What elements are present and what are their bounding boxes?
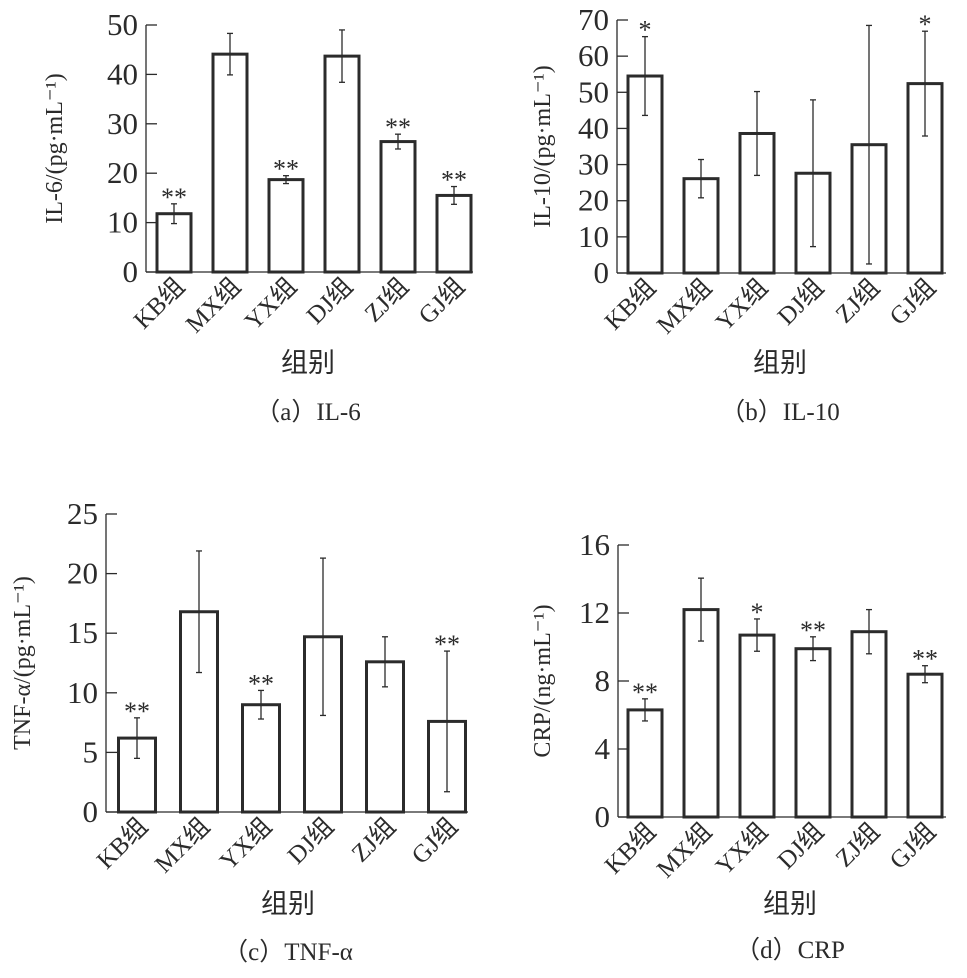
bar-3	[794, 647, 832, 819]
x-tick-label: MX组	[651, 817, 717, 883]
chart-caption: （b）IL-10	[720, 398, 839, 426]
y-tick-label: 4	[595, 731, 611, 766]
y-tick-label: 0	[595, 799, 611, 834]
x-axis-label: 组别	[763, 889, 817, 919]
x-tick-label: GJ组	[406, 812, 463, 869]
x-tick-label: YX组	[214, 812, 277, 875]
x-axis-label: 组别	[261, 889, 315, 919]
y-tick-label: 50	[578, 74, 609, 109]
y-tick-label: 70	[578, 2, 609, 37]
significance-mark: **	[434, 630, 460, 659]
bar-2	[267, 178, 305, 274]
x-tick-label: DJ组	[772, 817, 829, 874]
x-tick-label: MX组	[180, 272, 246, 338]
y-tick-label: 16	[579, 527, 610, 562]
x-tick-label: YX组	[710, 273, 773, 336]
x-tick-label: DJ组	[282, 812, 339, 869]
y-tick-label: 8	[595, 663, 611, 698]
y-tick-label: 0	[83, 794, 99, 829]
y-tick-label: 40	[107, 56, 138, 91]
y-tick-label: 30	[578, 147, 609, 182]
y-tick-label: 0	[123, 254, 139, 289]
bar-0	[626, 708, 664, 819]
y-tick-label: 10	[578, 219, 609, 254]
significance-mark: **	[273, 155, 299, 184]
significance-mark: **	[441, 166, 467, 195]
y-axis-label: TNF-α/(pg·mL⁻¹)	[10, 576, 36, 750]
y-tick-label: 40	[578, 110, 609, 145]
significance-mark: **	[248, 669, 274, 698]
chart-caption: （c）TNF-α	[223, 938, 353, 966]
significance-mark: **	[632, 678, 658, 707]
chart-caption: （a）IL-6	[255, 398, 361, 426]
y-tick-label: 60	[578, 38, 609, 73]
bar-1	[211, 52, 249, 274]
y-tick-label: 10	[67, 675, 98, 710]
bar-2	[738, 633, 776, 819]
x-tick-label: ZJ组	[830, 273, 885, 328]
x-tick-label: DJ组	[301, 272, 358, 329]
y-tick-label: 0	[594, 255, 610, 290]
y-tick-label: 25	[67, 496, 98, 531]
significance-mark: **	[800, 616, 826, 645]
significance-mark: *	[751, 598, 764, 627]
y-tick-label: 20	[107, 155, 138, 190]
bar-2	[241, 703, 281, 814]
bar-4	[379, 140, 417, 274]
significance-mark: **	[912, 645, 938, 674]
significance-mark: **	[385, 113, 411, 142]
x-tick-label: ZJ组	[830, 817, 885, 872]
x-tick-label: MX组	[651, 273, 717, 339]
bar-1	[682, 608, 720, 819]
significance-mark: **	[124, 697, 150, 726]
y-tick-label: 10	[107, 205, 138, 240]
bar-4	[850, 630, 888, 819]
y-axis-label: IL-10/(pg·mL⁻¹)	[530, 65, 556, 227]
x-tick-label: MX组	[149, 812, 215, 878]
x-tick-label: DJ组	[772, 273, 829, 330]
y-tick-label: 20	[67, 556, 98, 591]
x-tick-label: YX组	[710, 817, 773, 880]
y-tick-label: 12	[579, 595, 610, 630]
significance-mark: *	[639, 16, 652, 45]
x-axis-label: 组别	[281, 348, 335, 378]
chart-caption: （d）CRP	[735, 936, 845, 964]
y-tick-label: 30	[107, 106, 138, 141]
y-axis-label: IL-6/(pg·mL⁻¹)	[42, 73, 68, 223]
x-tick-label: ZJ组	[346, 812, 401, 867]
bar-5	[906, 672, 944, 819]
significance-mark: **	[161, 183, 187, 212]
y-tick-label: 20	[578, 183, 609, 218]
significance-mark: *	[919, 10, 932, 39]
y-tick-label: 15	[67, 615, 98, 650]
bar-3	[323, 54, 361, 274]
bar-5	[435, 193, 473, 274]
x-tick-label: GJ组	[413, 272, 470, 329]
x-tick-label: YX组	[239, 272, 302, 335]
y-axis-label: CRP/(ng·mL⁻¹)	[530, 604, 556, 757]
y-tick-label: 50	[107, 7, 138, 42]
y-tick-label: 5	[83, 734, 99, 769]
x-tick-label: GJ组	[884, 273, 941, 330]
x-tick-label: ZJ组	[359, 272, 414, 327]
x-axis-label: 组别	[753, 348, 807, 378]
x-tick-label: KB组	[91, 812, 153, 874]
x-tick-label: GJ组	[884, 817, 941, 874]
